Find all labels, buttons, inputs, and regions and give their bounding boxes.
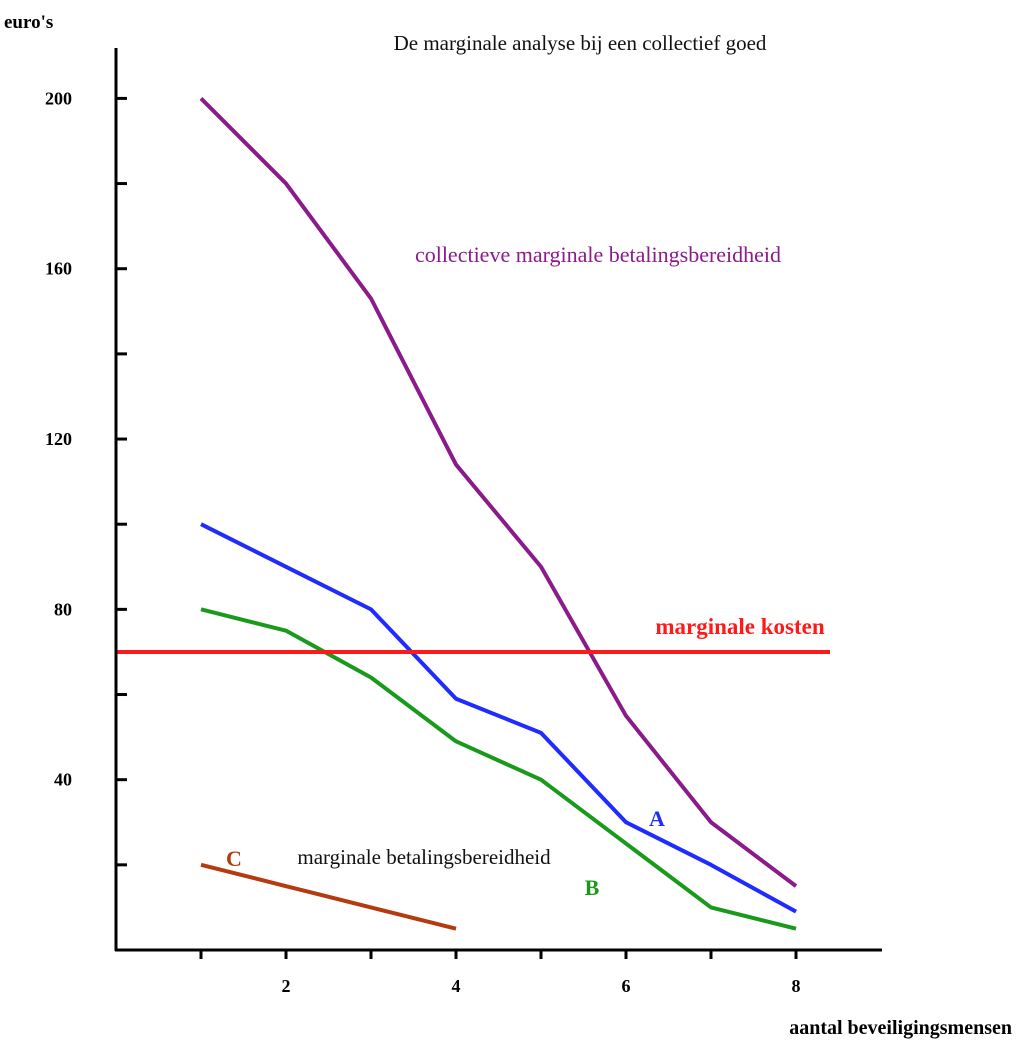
series-a-line <box>200 522 797 914</box>
x-tick-label: 2 <box>282 976 291 996</box>
series-label-b: B <box>585 875 600 900</box>
series-lines <box>116 96 830 931</box>
annotation-marginal-willingness: marginale betalingsbereidheid <box>297 845 551 869</box>
series-label-marginal-cost: marginale kosten <box>655 614 825 639</box>
y-tick-label: 160 <box>45 259 72 279</box>
series-c-line <box>200 862 457 931</box>
series-b-line <box>200 607 797 931</box>
y-tick-label: 40 <box>54 770 72 790</box>
collective-willingness-line <box>199 96 798 888</box>
x-tick-label: 4 <box>452 976 461 996</box>
series-label-collective: collectieve marginale betalingsbereidhei… <box>415 242 781 267</box>
series-label-a: A <box>649 806 665 831</box>
series-label-c: C <box>226 846 242 871</box>
x-tick-label: 6 <box>622 976 631 996</box>
y-axis-label: euro's <box>4 12 53 33</box>
ticks: 2 4 6 8 40 80 120 160 200 <box>45 88 801 996</box>
y-tick-label: 80 <box>54 599 72 619</box>
chart-title: De marginale analyse bij een collectief … <box>394 31 767 55</box>
x-axis-label: aantal beveiligingsmensen <box>789 1017 1012 1039</box>
y-tick-label: 120 <box>45 429 72 449</box>
y-tick-label: 200 <box>45 88 72 108</box>
x-tick-label: 8 <box>792 976 801 996</box>
axes <box>114 48 882 952</box>
